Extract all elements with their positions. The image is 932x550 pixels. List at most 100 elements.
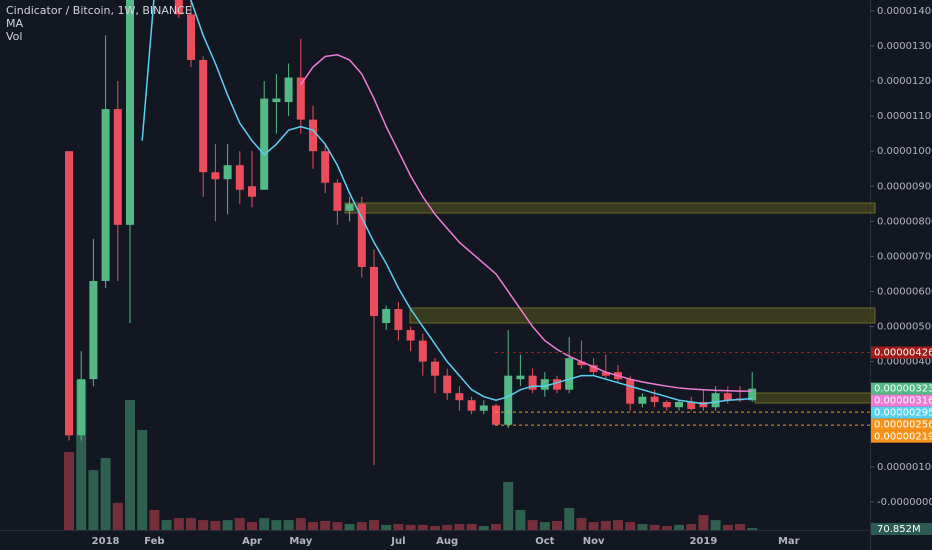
candle-body	[321, 151, 330, 183]
candle-body	[650, 396, 659, 402]
price-label: 0.00000295	[874, 408, 932, 419]
volume-bar	[381, 524, 392, 530]
zone	[344, 202, 876, 214]
zone	[409, 307, 876, 324]
candle-body	[492, 405, 500, 425]
axes: -0.000000000.000001000.000002000.0000030…	[92, 6, 932, 547]
candle-body	[370, 266, 378, 317]
candle-body	[589, 365, 598, 373]
candle-body	[89, 280, 98, 380]
price-label: 0.00000316	[874, 396, 932, 407]
candle-body	[467, 400, 476, 411]
volume-bar	[369, 520, 379, 530]
candle-body	[77, 379, 86, 436]
x-tick-label: Apr	[242, 536, 262, 547]
candle-body	[626, 379, 635, 404]
chart-title: Cindicator / Bitcoin, 1W, BINANCE	[6, 4, 192, 17]
price-label: 0.00000323	[874, 384, 932, 395]
volume-bar	[247, 522, 257, 530]
volume-bar	[198, 520, 209, 530]
y-tick-label: 0.00000500	[877, 322, 932, 333]
candle-body	[431, 361, 439, 376]
candle-body	[235, 165, 244, 190]
price-label-bg	[871, 406, 932, 419]
candle-body	[248, 186, 256, 197]
volume-label-bg	[871, 523, 932, 535]
y-tick-label: 0.00000100	[877, 462, 932, 473]
x-tick-label: Aug	[436, 536, 458, 547]
candle-body	[333, 182, 342, 211]
candle-body	[309, 119, 317, 152]
candle-body	[638, 396, 647, 404]
volume-bar	[637, 524, 648, 530]
candle-body	[711, 393, 720, 408]
volume-bar	[588, 522, 599, 530]
volume-bar	[332, 522, 343, 530]
plot	[64, 0, 870, 530]
volume-bar	[186, 518, 196, 530]
candle-body	[211, 172, 220, 180]
volume-bar	[149, 509, 160, 530]
y-tick-label: 0.00000400	[877, 357, 932, 368]
price-label: 0.00000219	[874, 432, 932, 443]
candle-body	[296, 77, 305, 120]
candle-body	[675, 401, 683, 408]
candle-body	[382, 309, 391, 324]
volume-bar	[356, 522, 367, 530]
price-label-bg	[871, 394, 932, 407]
candle-body	[260, 98, 269, 190]
price-label-bg	[871, 346, 932, 359]
volume-bar	[222, 520, 233, 530]
volume-bar	[613, 520, 623, 530]
candle-body	[723, 393, 732, 401]
volume-bar	[491, 524, 501, 530]
volume-bar	[576, 518, 587, 530]
volume-bar	[161, 520, 172, 530]
x-tick-label: Oct	[535, 536, 554, 547]
volume-bar	[564, 507, 575, 530]
y-tick-label: 0.00001300	[877, 41, 932, 52]
candle-body	[455, 393, 464, 401]
volume-bar	[271, 520, 282, 530]
volume-bar	[625, 522, 636, 530]
x-tick-label: 2018	[92, 536, 120, 547]
x-tick-label: Nov	[583, 536, 605, 547]
volume-bar	[698, 515, 709, 530]
y-tick-label: 0.00000600	[877, 286, 932, 297]
volume-bar	[503, 481, 514, 530]
y-tick-label: 0.00001100	[877, 111, 932, 122]
volume-bar	[76, 380, 87, 530]
volume-bar	[173, 518, 184, 530]
volume-bar	[100, 457, 111, 530]
y-tick-label: 0.00000800	[877, 216, 932, 227]
volume-bar	[320, 520, 331, 530]
candle-body	[443, 375, 452, 394]
x-tick-label: 2019	[689, 536, 717, 547]
price-label-bg	[871, 382, 932, 395]
price-label: 0.00000256	[874, 420, 932, 431]
moving-average	[141, 0, 753, 405]
candle-body	[540, 379, 549, 390]
volume-bar	[405, 524, 416, 530]
y-tick-label: 0.00000700	[877, 251, 932, 262]
price-label-bg	[871, 418, 932, 431]
volume-bar	[539, 522, 550, 530]
candle-body	[565, 358, 574, 390]
volume-bar	[393, 524, 404, 530]
candle-body	[516, 375, 525, 380]
moving-average	[300, 53, 753, 392]
candle-body	[662, 401, 671, 408]
candle-body	[284, 77, 293, 103]
volume-bar	[722, 524, 733, 530]
candle-body	[528, 375, 537, 390]
volume-bar	[478, 526, 489, 530]
candle-body	[394, 309, 403, 331]
volume-bar	[137, 430, 148, 530]
candle-body	[699, 401, 708, 408]
candle-body	[687, 401, 696, 409]
zone	[754, 392, 876, 404]
volume-bar	[295, 518, 306, 530]
volume-bar	[686, 524, 697, 530]
